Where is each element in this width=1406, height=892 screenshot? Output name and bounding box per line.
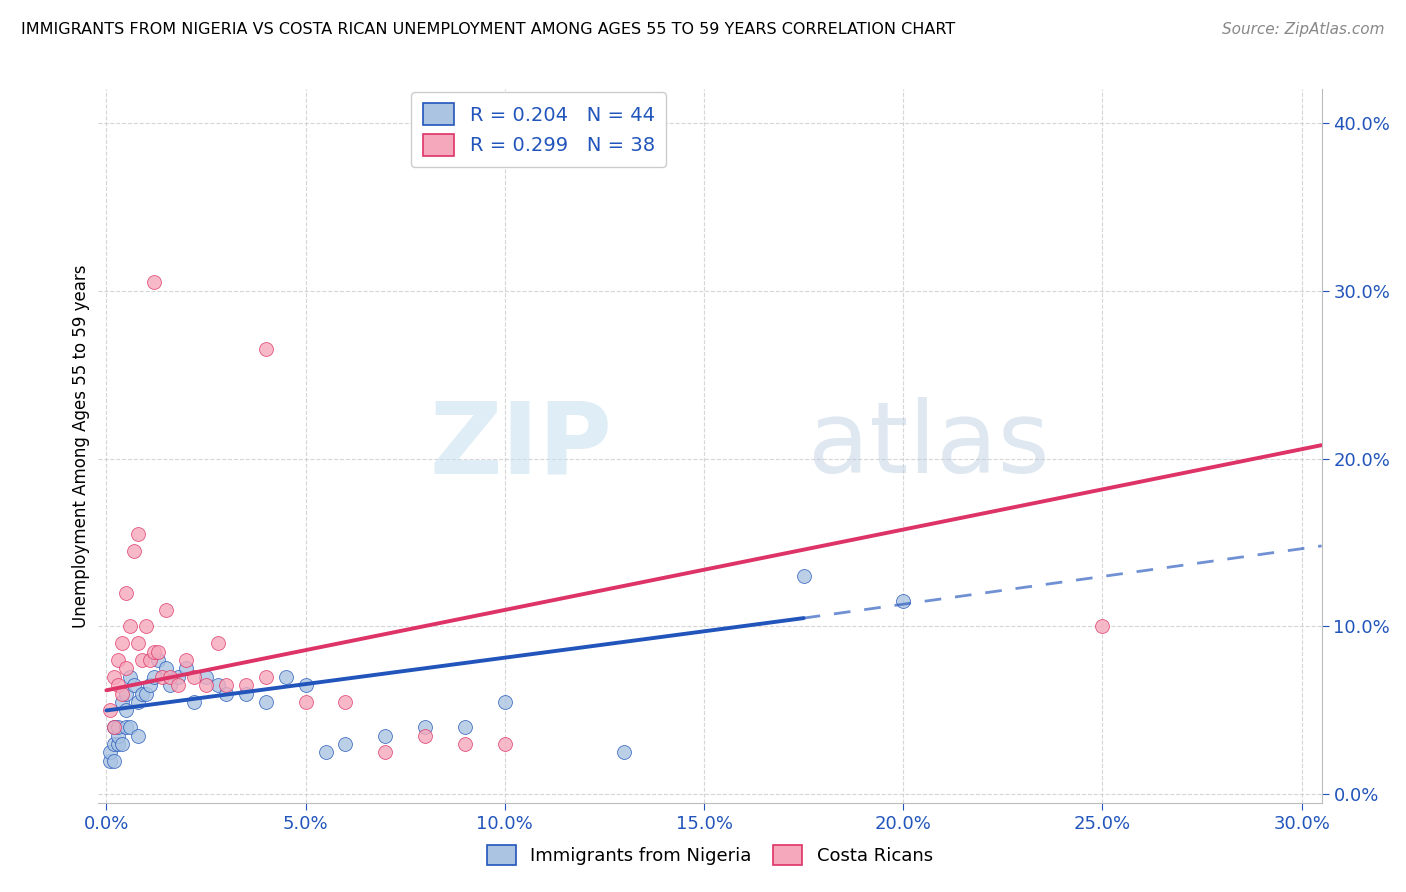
Text: atlas: atlas [808, 398, 1049, 494]
Point [107, 729, 129, 743]
Point [107, 653, 129, 667]
Point [115, 687, 138, 701]
Point [127, 636, 149, 650]
Text: ZIP: ZIP [429, 398, 612, 494]
Point [183, 670, 205, 684]
Point [115, 720, 138, 734]
Point [793, 569, 815, 583]
Point [494, 737, 516, 751]
Legend: Immigrants from Nigeria, Costa Ricans: Immigrants from Nigeria, Costa Ricans [479, 838, 941, 872]
Point [494, 695, 516, 709]
Point [120, 720, 142, 734]
Point [454, 720, 477, 734]
Point [195, 678, 218, 692]
Text: Source: ZipAtlas.com: Source: ZipAtlas.com [1222, 22, 1385, 37]
Point [103, 670, 125, 684]
Point [254, 670, 277, 684]
Point [107, 720, 129, 734]
Point [294, 695, 316, 709]
Point [150, 670, 173, 684]
Point [120, 619, 142, 633]
Point [195, 670, 218, 684]
Point [100, 703, 122, 717]
Point [315, 746, 337, 760]
Point [335, 695, 357, 709]
Point [413, 729, 436, 743]
Point [139, 653, 162, 667]
Point [155, 661, 177, 675]
Point [103, 737, 125, 751]
Point [139, 678, 162, 692]
Point [135, 619, 157, 633]
Point [235, 678, 257, 692]
Point [235, 687, 257, 701]
Point [148, 653, 170, 667]
Point [131, 687, 153, 701]
Point [374, 729, 396, 743]
Point [274, 670, 297, 684]
Y-axis label: Unemployment Among Ages 55 to 59 years: Unemployment Among Ages 55 to 59 years [72, 264, 90, 628]
Point [103, 720, 125, 734]
Point [143, 645, 166, 659]
Point [613, 746, 636, 760]
Point [115, 703, 138, 717]
Point [148, 645, 170, 659]
Point [215, 687, 238, 701]
Point [111, 636, 134, 650]
Point [254, 695, 277, 709]
Point [254, 343, 277, 357]
Point [183, 695, 205, 709]
Point [103, 720, 125, 734]
Point [207, 636, 229, 650]
Text: IMMIGRANTS FROM NIGERIA VS COSTA RICAN UNEMPLOYMENT AMONG AGES 55 TO 59 YEARS CO: IMMIGRANTS FROM NIGERIA VS COSTA RICAN U… [21, 22, 955, 37]
Point [294, 678, 316, 692]
Point [143, 670, 166, 684]
Point [374, 746, 396, 760]
Point [107, 737, 129, 751]
Point [103, 754, 125, 768]
Point [155, 603, 177, 617]
Point [174, 653, 197, 667]
Point [127, 729, 149, 743]
Point [100, 754, 122, 768]
Point [124, 678, 146, 692]
Point [127, 527, 149, 541]
Point [207, 678, 229, 692]
Point [100, 746, 122, 760]
Point [115, 586, 138, 600]
Point [1091, 619, 1114, 633]
Point [124, 544, 146, 558]
Point [159, 678, 181, 692]
Point [111, 737, 134, 751]
Point [174, 661, 197, 675]
Point [143, 275, 166, 289]
Point [891, 594, 914, 608]
Point [167, 670, 190, 684]
Point [120, 670, 142, 684]
Point [111, 687, 134, 701]
Point [131, 653, 153, 667]
Point [115, 661, 138, 675]
Point [127, 695, 149, 709]
Point [335, 737, 357, 751]
Point [413, 720, 436, 734]
Point [215, 678, 238, 692]
Point [111, 695, 134, 709]
Point [135, 687, 157, 701]
Point [159, 670, 181, 684]
Point [167, 678, 190, 692]
Point [454, 737, 477, 751]
Point [107, 678, 129, 692]
